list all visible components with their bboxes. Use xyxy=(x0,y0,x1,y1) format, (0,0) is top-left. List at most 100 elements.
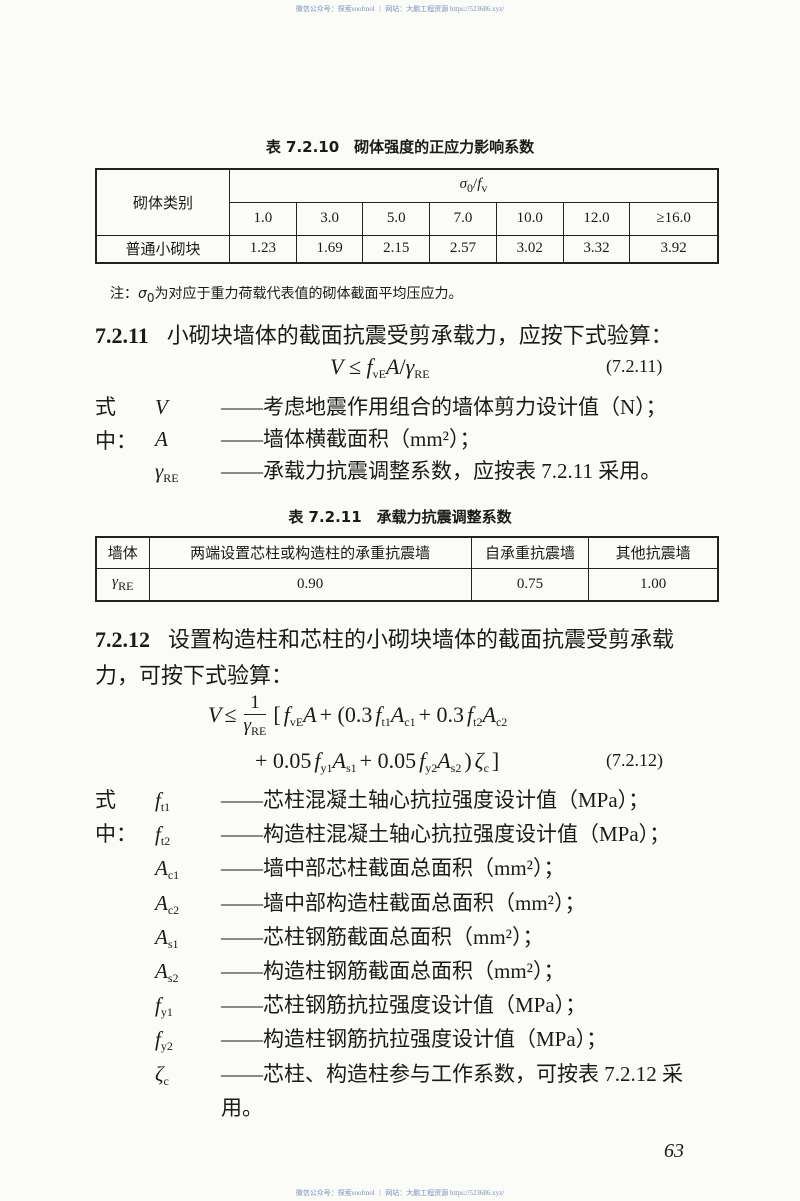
symbol-letter: A xyxy=(155,924,168,949)
formula: V ≤ fvEA/γRE xyxy=(330,354,430,382)
definition: fy1 ——芯柱钢筋抗拉强度设计值（MPa）； xyxy=(95,988,715,1029)
formula-part: y2 xyxy=(425,761,438,775)
table-cell: 1.00 xyxy=(588,567,719,602)
text-part: σ xyxy=(138,286,147,302)
symbol-subscript: s1 xyxy=(167,936,179,951)
definition: A ——墙体横截面积（mm²）； xyxy=(95,422,715,463)
definition: 式中： ft1 ——芯柱混凝土轴心抗拉强度设计值（MPa）； xyxy=(95,783,715,851)
table: 砌体类别 σ0/fv 1.0 3.0 5.0 7.0 10.0 12.0 ≥16.0 普通小… xyxy=(95,168,719,264)
table-cell: 3.02 xyxy=(495,234,564,264)
text-part: A xyxy=(386,354,400,379)
formula-number: (7.2.11) xyxy=(606,356,663,376)
formula-part: [ xyxy=(273,702,281,728)
symbol: As2 xyxy=(155,954,221,995)
definition-text: ——墙中部芯柱截面总面积（mm²）； xyxy=(221,856,565,881)
symbol-letter: f xyxy=(155,822,161,847)
symbol: Ac1 xyxy=(155,851,221,892)
text-part: / xyxy=(399,354,406,379)
definition: As2 ——构造柱钢筋截面总面积（mm²）； xyxy=(95,954,715,995)
definition: ft2 ——构造柱混凝土轴心抗拉强度设计值（MPa）； xyxy=(95,817,715,858)
formula-part: + 0.3 xyxy=(418,702,465,728)
text-part: γ xyxy=(112,574,119,591)
symbol-letter: f xyxy=(155,1027,161,1052)
symbol: fy2 xyxy=(155,1022,221,1063)
definition-text: ——芯柱混凝土轴心抗拉强度设计值（MPa）； xyxy=(221,788,650,812)
symbol-letter: f xyxy=(155,788,161,812)
text-part: 设置构造柱和芯柱的小砌块墙体的截面抗震受剪承载力，可按下式验算： xyxy=(95,627,675,688)
symbol: fy1 xyxy=(155,988,221,1029)
definition-text: ——构造柱混凝土轴心抗拉强度设计值（MPa）； xyxy=(221,822,671,847)
text-part: 0 xyxy=(467,180,474,195)
formula: + 0.05 fy1As1 + 0.05 fy2As2) ζc] xyxy=(252,748,502,776)
symbol-letter: γ xyxy=(155,459,164,483)
definition: γRE ——承载力抗震调整系数，应按表 7.2.11 采用。 xyxy=(95,454,715,495)
text-part: ≤ xyxy=(348,354,362,379)
formula-part: f xyxy=(314,748,321,773)
definition-text: ——墙中部构造柱截面总面积（mm²）； xyxy=(221,890,586,915)
text-part: V xyxy=(330,354,344,379)
definition-prefix xyxy=(95,1057,155,1125)
formula-part: ] xyxy=(491,748,500,773)
formula-part: s2 xyxy=(450,761,462,775)
formula-part: f xyxy=(375,702,382,728)
table-cell: 2.57 xyxy=(429,234,497,264)
table-row: γRE 0.90 0.75 1.00 xyxy=(95,567,719,602)
symbol-subscript: t1 xyxy=(160,800,171,814)
formula-part: V xyxy=(208,702,222,728)
definition: 式中： V ——考虑地震作用组合的墙体剪力设计值（N）； xyxy=(95,390,715,458)
table-title: 表 7.2.10 砌体强度的正应力影响系数 xyxy=(265,138,535,156)
formula-part: A xyxy=(390,702,405,728)
formula-part: ≤ xyxy=(224,702,237,728)
table-row: 普通小砌块 1.23 1.69 2.15 2.57 3.02 3.32 3.92 xyxy=(95,234,719,264)
formula-part: A xyxy=(332,748,346,773)
table-title: 表 7.2.11 承载力抗震调整系数 xyxy=(288,508,512,526)
text-part: γ xyxy=(405,354,415,379)
formula-part: ) xyxy=(464,748,472,773)
definition-text: ——芯柱钢筋截面总面积（mm²）； xyxy=(221,924,544,949)
symbol: ft1 xyxy=(155,783,221,851)
formula-part: + 0.05 xyxy=(255,748,312,773)
definition-prefix: 式中： xyxy=(95,395,137,453)
text-part: vE xyxy=(372,367,386,381)
symbol-subscript: s2 xyxy=(167,971,179,985)
text-part: 7.2.11 xyxy=(95,323,149,348)
table-header: ≥16.0 xyxy=(629,201,719,236)
definition: Ac1 ——墙中部芯柱截面总面积（mm²）； xyxy=(95,851,715,892)
table-cell: 普通小砌块 xyxy=(95,234,230,264)
formula-part: f xyxy=(419,748,426,773)
text-part: / xyxy=(473,175,478,192)
text-part: 0 xyxy=(146,291,155,305)
formula-part: f xyxy=(283,702,290,728)
definition: ζc ——芯柱、构造柱参与工作系数，可按表 7.2.12 采用。 xyxy=(95,1057,715,1125)
formula-part: t2 xyxy=(473,715,483,730)
table-row: 砌体类别 σ0/fv xyxy=(95,168,719,236)
symbol: ζc xyxy=(155,1057,221,1125)
paragraph: 7.2.12 设置构造柱和芯柱的小砌块墙体的截面抗震受剪承载力，可按下式验算： xyxy=(95,622,715,694)
page-number: 63 xyxy=(664,1140,684,1162)
table-cell: 1.69 xyxy=(295,234,364,264)
paragraph: 7.2.11 小砌块墙体的截面抗震受剪承载力，应按下式验算： xyxy=(95,318,673,350)
table-header: 7.0 xyxy=(429,201,497,236)
symbol-letter: ζ xyxy=(155,1061,164,1086)
symbol-letter: A xyxy=(155,959,168,983)
text-part: RE xyxy=(414,367,430,381)
text-part: 墙体 两端设置芯柱或构造柱的承重抗震墙 自承重抗震墙 其他抗震墙 γRE 0.90 0.… xyxy=(95,536,719,602)
symbol-letter: V xyxy=(155,395,168,419)
text-part: f xyxy=(366,354,373,379)
text-part: 小砌块墙体的截面抗震受剪承载力，应按下式验算： xyxy=(166,323,673,348)
definition-text: ——构造柱钢筋截面总面积（mm²）； xyxy=(221,959,565,983)
table-row: 墙体 两端设置芯柱或构造柱的承重抗震墙 自承重抗震墙 其他抗震墙 xyxy=(95,536,719,569)
table-cell: 3.32 xyxy=(562,234,631,264)
text-part: σ xyxy=(459,175,468,192)
formula-part: vE xyxy=(289,715,304,730)
table-cell: γRE xyxy=(95,567,150,602)
definition-text: ——构造柱钢筋抗拉强度设计值（MPa）； xyxy=(221,1027,608,1052)
symbol: A xyxy=(155,422,221,463)
formula-part: c2 xyxy=(495,715,508,730)
formula-part: s1 xyxy=(346,761,357,775)
table-header: 两端设置芯柱或构造柱的承重抗震墙 xyxy=(148,536,472,569)
formula-part: ζ xyxy=(474,748,484,773)
text-part: f xyxy=(477,175,482,192)
table-cell: 0.75 xyxy=(470,567,590,602)
formula-part: f xyxy=(467,702,474,728)
